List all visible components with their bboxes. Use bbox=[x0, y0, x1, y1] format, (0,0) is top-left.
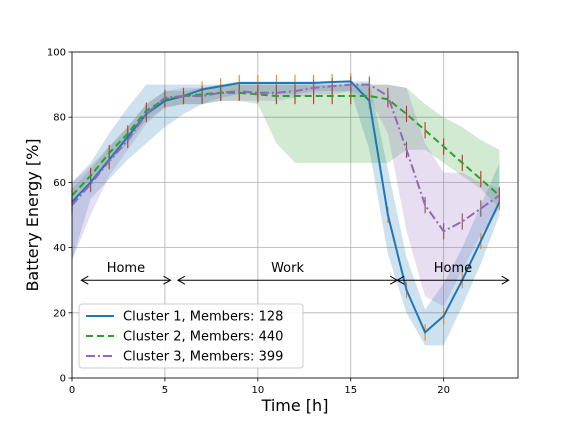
axis-ticks: 0 5 10 15 20 0 20 40 60 80 100 bbox=[47, 48, 450, 397]
period-label: Home bbox=[107, 261, 145, 276]
x-tick-label: 5 bbox=[162, 385, 168, 396]
legend-label-cluster-3: Cluster 3, Members: 399 bbox=[123, 350, 283, 365]
series-line-cluster-1 bbox=[71, 80, 501, 335]
x-axis-title: Time [h] bbox=[261, 396, 329, 415]
legend-label-cluster-1: Cluster 1, Members: 128 bbox=[123, 310, 283, 325]
legend-box bbox=[78, 303, 304, 369]
confidence-band-cluster-2 bbox=[72, 84, 500, 209]
y-axis-title: Battery Energy [%] bbox=[23, 138, 42, 291]
time-period-annotations: Home Work Home bbox=[80, 261, 510, 285]
series-lines bbox=[71, 80, 501, 335]
y-tick-label: 40 bbox=[53, 243, 66, 254]
legend-label-cluster-2: Cluster 2, Members: 440 bbox=[123, 330, 283, 345]
x-tick-label: 10 bbox=[251, 385, 264, 396]
arrow-head-left bbox=[80, 275, 89, 285]
legend: Cluster 1, Members: 128 Cluster 2, Member… bbox=[78, 303, 304, 369]
period-label: Home bbox=[434, 261, 472, 276]
series-line-cluster-2 bbox=[71, 91, 501, 197]
plot-area-frame bbox=[71, 51, 519, 379]
confidence-bands bbox=[72, 81, 500, 346]
y-tick-label: 0 bbox=[60, 374, 66, 385]
confidence-band-cluster-3 bbox=[72, 84, 500, 307]
arrow-head-left bbox=[176, 275, 186, 285]
x-tick-label: 20 bbox=[437, 385, 450, 396]
x-tick-label: 0 bbox=[69, 385, 75, 396]
arrow-head-right bbox=[163, 275, 172, 285]
series-line-cluster-3 bbox=[71, 83, 500, 233]
y-tick-label: 100 bbox=[47, 48, 66, 59]
period-label: Work bbox=[271, 261, 304, 276]
y-tick-label: 80 bbox=[53, 113, 66, 124]
arrow-head-right bbox=[501, 275, 510, 285]
y-tick-label: 20 bbox=[53, 308, 66, 319]
y-tick-label: 60 bbox=[53, 178, 66, 189]
arrow-head-left bbox=[396, 275, 405, 285]
x-tick-label: 15 bbox=[344, 385, 357, 396]
